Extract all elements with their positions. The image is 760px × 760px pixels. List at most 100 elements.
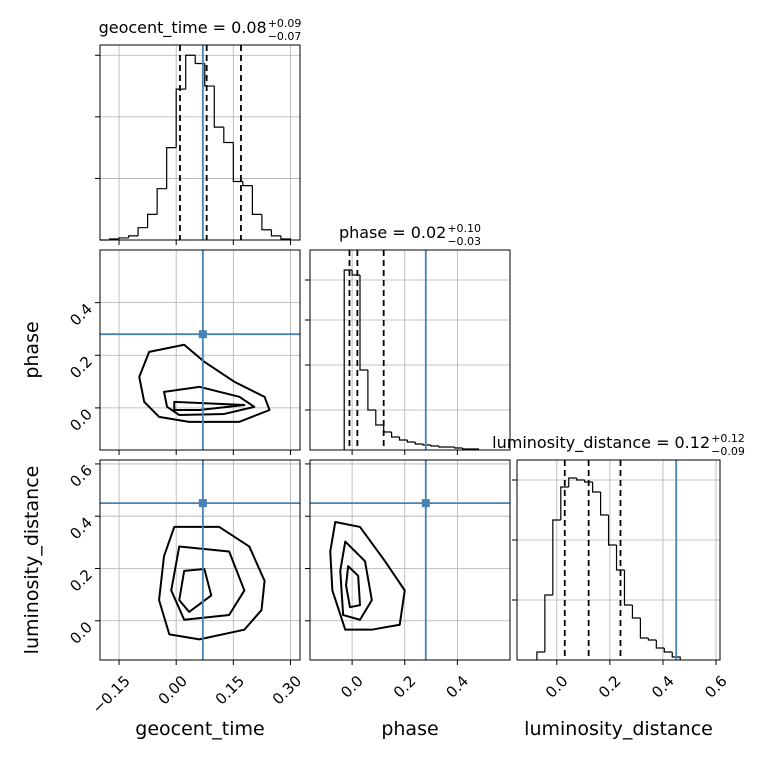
contour [138, 343, 271, 423]
title-text: luminosity_distance = [492, 433, 669, 453]
hist-step [204, 63, 215, 87]
hist-step [351, 270, 360, 276]
y-tick-label: 0.0 [66, 405, 96, 435]
hist-step [430, 445, 439, 447]
hist-step [367, 370, 376, 411]
x-tick-label: 0.4 [443, 672, 473, 702]
hist-step [536, 651, 545, 660]
hist-step [175, 88, 186, 148]
hist-step [438, 446, 447, 448]
title-median: 0.08 [231, 18, 267, 37]
title-text: geocent_time = [99, 18, 226, 38]
contour [329, 520, 406, 631]
y-tick-label: 0.2 [66, 566, 96, 596]
hist-step [576, 478, 585, 481]
y-tick-label: 0.0 [66, 618, 96, 648]
panel-frame [99, 249, 301, 451]
title-minus: −0.03 [447, 235, 481, 248]
contour [345, 565, 361, 609]
hist-step [185, 54, 196, 90]
hist-step [615, 545, 625, 571]
hist-step [544, 594, 553, 652]
hist-step [398, 437, 408, 441]
x-tick-label: 0.2 [595, 672, 625, 702]
contour [178, 568, 213, 613]
hist-step [383, 425, 392, 433]
x-axis-label: phase [381, 718, 438, 740]
y-tick-label: 0.4 [66, 513, 96, 543]
hist-step [223, 127, 234, 144]
hist-step [118, 237, 129, 239]
hist-step [406, 440, 416, 443]
hist-step [462, 448, 471, 450]
contour [158, 525, 266, 641]
hist-step [663, 648, 673, 653]
hist-step [137, 227, 148, 236]
x-axis-label: geocent_time [135, 718, 264, 740]
hist-step [242, 181, 253, 187]
title-minus: −0.07 [268, 30, 302, 43]
hist-step [414, 442, 424, 445]
title-plus: +0.12 [711, 432, 745, 445]
hist-step [127, 235, 139, 238]
hist-step [592, 482, 601, 493]
x-tick-label: 0.00 [155, 672, 191, 708]
x-tick-label: 0.2 [390, 672, 420, 702]
hist-step [584, 480, 593, 483]
hist-step [623, 570, 633, 606]
hist-step [454, 447, 463, 449]
hist-step [568, 477, 577, 487]
hist-step [147, 213, 158, 228]
hist-step [375, 410, 384, 426]
x-tick-label: 0.6 [701, 672, 731, 702]
hist-step [560, 486, 569, 520]
title-text: phase = [339, 223, 406, 242]
y-axis-label: luminosity_distance [21, 466, 43, 655]
contour [163, 385, 256, 416]
title-median: 0.12 [675, 433, 711, 452]
x-tick-label: 0.0 [542, 672, 572, 702]
panel-frame [99, 459, 301, 661]
contour [170, 545, 246, 621]
title-median: 0.02 [411, 223, 447, 242]
panel-frame [516, 459, 721, 661]
hist-step [166, 147, 177, 189]
hist-step [270, 229, 281, 237]
panel-title: geocent_time = 0.08 [99, 18, 267, 38]
contour [339, 540, 373, 621]
hist-step [607, 515, 617, 546]
x-tick-label: 0.4 [648, 672, 678, 702]
hist-step [599, 492, 609, 516]
hist-step [639, 618, 649, 639]
hist-step [422, 444, 432, 446]
panel-frame [309, 249, 511, 451]
x-tick-label: 0.15 [212, 672, 248, 708]
hist-step [280, 235, 292, 240]
x-axis-label: luminosity_distance [524, 718, 713, 740]
truth-marker [198, 499, 207, 508]
y-tick-label: 0.2 [66, 353, 96, 383]
x-tick-label: 0.0 [337, 672, 367, 702]
panel-frame [99, 44, 301, 241]
contour [173, 400, 246, 411]
hist-step [156, 188, 167, 215]
hist-step [655, 640, 665, 649]
hist-step [390, 432, 400, 438]
hist-step [359, 275, 368, 371]
title-plus: +0.10 [447, 222, 481, 235]
panel-title: phase = 0.02 [339, 223, 446, 242]
hist-step [232, 142, 243, 183]
y-tick-label: 0.6 [66, 461, 96, 491]
title-minus: −0.09 [711, 445, 745, 458]
panel-frame [309, 459, 511, 661]
hist-step [343, 269, 353, 450]
hist-step [552, 519, 561, 595]
y-tick-label: 0.4 [66, 300, 96, 330]
hist-step [261, 214, 272, 231]
hist-step [647, 638, 657, 641]
truth-marker [198, 330, 207, 339]
y-axis-label: phase [21, 321, 43, 378]
hist-step [194, 55, 205, 65]
title-plus: +0.09 [268, 17, 302, 30]
